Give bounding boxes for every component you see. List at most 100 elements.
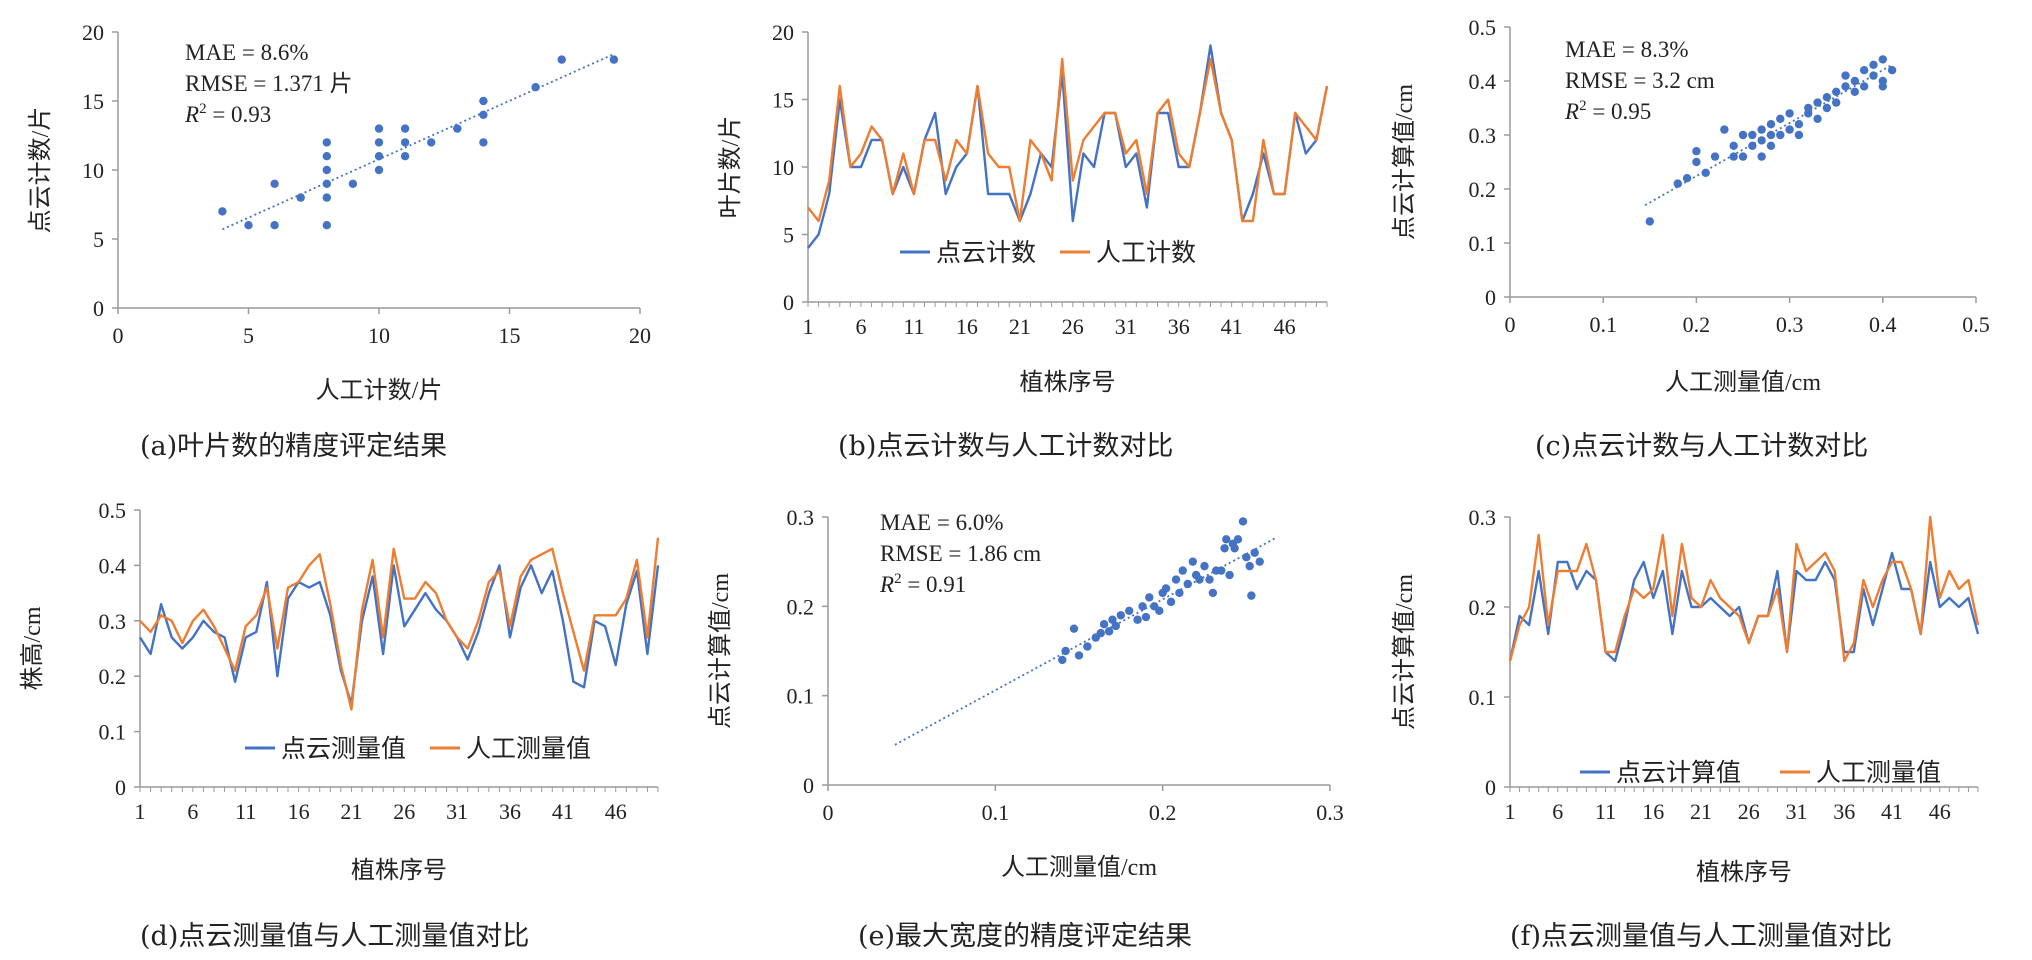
data-point	[1850, 76, 1860, 86]
data-point	[1692, 147, 1701, 156]
x-tick-label: 0	[1505, 312, 1516, 337]
y-tick-label: 5	[93, 227, 104, 252]
x-tick-label: 26	[1738, 799, 1760, 824]
x-tick-label: 0.4	[1869, 312, 1897, 337]
panel-c: 0 0.1 0.2 0.3 0.4 0.5 0 0.1 0.2 0.3 0.4 0.5 人工测量值/cm…	[1391, 15, 1990, 462]
data-point	[1250, 548, 1259, 557]
stat-mae: MAE = 8.3%	[1565, 37, 1689, 62]
legend-label: 人工测量值	[466, 735, 591, 763]
data-point	[400, 124, 410, 133]
x-tick-label: 11	[903, 314, 924, 339]
y-tick-label: 0.3	[787, 505, 815, 530]
data-point	[374, 152, 384, 161]
data-point	[1701, 168, 1710, 177]
x-tick-label: 41	[552, 799, 574, 824]
data-point	[1804, 103, 1813, 113]
data-point	[218, 207, 227, 216]
data-point	[1841, 71, 1850, 80]
data-point	[1166, 597, 1176, 607]
data-point	[1083, 642, 1092, 651]
data-point	[1208, 588, 1218, 598]
data-point	[296, 193, 305, 202]
y-tick-label: 0.3	[99, 609, 127, 634]
data-point	[322, 193, 331, 202]
panel-a: 0 5 10 15 20 0 5 10 15 20 人工计数/片 点云计数/片 (a)叶片数的精度评定结…	[27, 20, 651, 462]
stat-r2: R2 = 0.95	[1564, 98, 1651, 124]
data-point	[1757, 136, 1766, 145]
y-tick-label: 10	[82, 158, 104, 183]
y-tick-label: 0.1	[787, 684, 815, 709]
data-point	[1785, 125, 1794, 134]
legend-label: 点云计算值	[1616, 759, 1741, 787]
y-tick-label: 0	[115, 775, 126, 800]
trend-line	[1644, 64, 1893, 206]
panel-caption: (b)点云计数与人工计数对比	[838, 431, 1173, 462]
panel-f: 00.10.20.31 6 11 16 21 26 31 36 41 46植株序号点云计算值/cm…	[1391, 505, 1980, 952]
x-tick-label: 20	[629, 323, 651, 348]
y-tick-label: 0.1	[1469, 231, 1497, 256]
stat-mae: MAE = 6.0%	[880, 510, 1004, 535]
data-point	[1183, 579, 1192, 589]
data-point	[1255, 557, 1264, 566]
series-line-0	[1508, 551, 1980, 663]
data-point	[322, 179, 331, 188]
y-axis-label: 株高/cm	[19, 606, 46, 690]
data-point	[479, 110, 488, 120]
data-point	[1832, 98, 1841, 107]
stat-mae: MAE = 8.6%	[185, 40, 309, 65]
data-point	[374, 124, 384, 133]
data-point	[1195, 575, 1204, 584]
x-axis-label: 植株序号	[1696, 859, 1792, 886]
x-tick-label: 6	[1552, 799, 1563, 824]
data-point	[1869, 71, 1878, 80]
data-point	[1125, 606, 1134, 615]
data-point	[322, 165, 331, 175]
data-point	[1074, 651, 1084, 660]
x-tick-label: 0.5	[1962, 312, 1990, 337]
data-point	[1729, 152, 1738, 161]
panel-caption: (a)叶片数的精度评定结果	[140, 431, 447, 462]
x-tick-label: 46	[1929, 799, 1951, 824]
panel-caption: (d)点云测量值与人工测量值对比	[140, 921, 529, 952]
y-tick-label: 5	[783, 223, 794, 248]
y-tick-label: 0.2	[1469, 177, 1497, 202]
y-tick-label: 0	[1485, 775, 1496, 800]
data-point	[1247, 591, 1256, 600]
data-point	[1188, 557, 1197, 566]
y-tick-label: 0	[783, 290, 794, 315]
y-tick-label: 0.3	[1469, 123, 1497, 148]
panel-e: 0 0.1 0.2 0.3 0 0.1 0.2 0.3 人工测量值/cm 点云计算值/cm (e)最…	[707, 505, 1344, 952]
data-point	[1217, 566, 1226, 575]
stat-r2: R2 = 0.93	[184, 101, 271, 127]
data-point	[1116, 611, 1126, 620]
x-tick-label: 26	[1062, 314, 1084, 339]
data-point	[1061, 646, 1070, 656]
data-point	[1222, 535, 1231, 544]
data-point	[1748, 130, 1757, 140]
y-tick-label: 0.2	[787, 594, 815, 619]
data-point	[479, 138, 488, 147]
data-point	[1242, 553, 1251, 562]
data-point	[1776, 130, 1785, 140]
x-tick-label: 0.1	[982, 800, 1010, 825]
y-axis-label: 点云计算值/cm	[1391, 574, 1418, 730]
stat-r2: R2 = 0.91	[879, 571, 966, 597]
data-point	[1108, 615, 1117, 624]
data-point	[1233, 535, 1243, 544]
y-axis-label: 叶片数/片	[717, 116, 744, 219]
data-point	[1729, 141, 1738, 150]
x-tick-label: 1	[1505, 799, 1516, 824]
data-point	[1738, 130, 1748, 140]
data-point	[1766, 141, 1776, 150]
data-point	[1794, 130, 1804, 140]
data-point	[400, 138, 410, 147]
x-tick-label: 31	[1115, 314, 1137, 339]
stat-rmse: RMSE = 3.2 cm	[1565, 68, 1715, 93]
data-point	[1813, 98, 1822, 107]
x-tick-label: 46	[1274, 314, 1296, 339]
stat-rmse: RMSE = 1.371 片	[185, 71, 353, 96]
data-point	[322, 221, 331, 230]
x-tick-label: 36	[499, 799, 521, 824]
data-point	[1813, 114, 1822, 124]
